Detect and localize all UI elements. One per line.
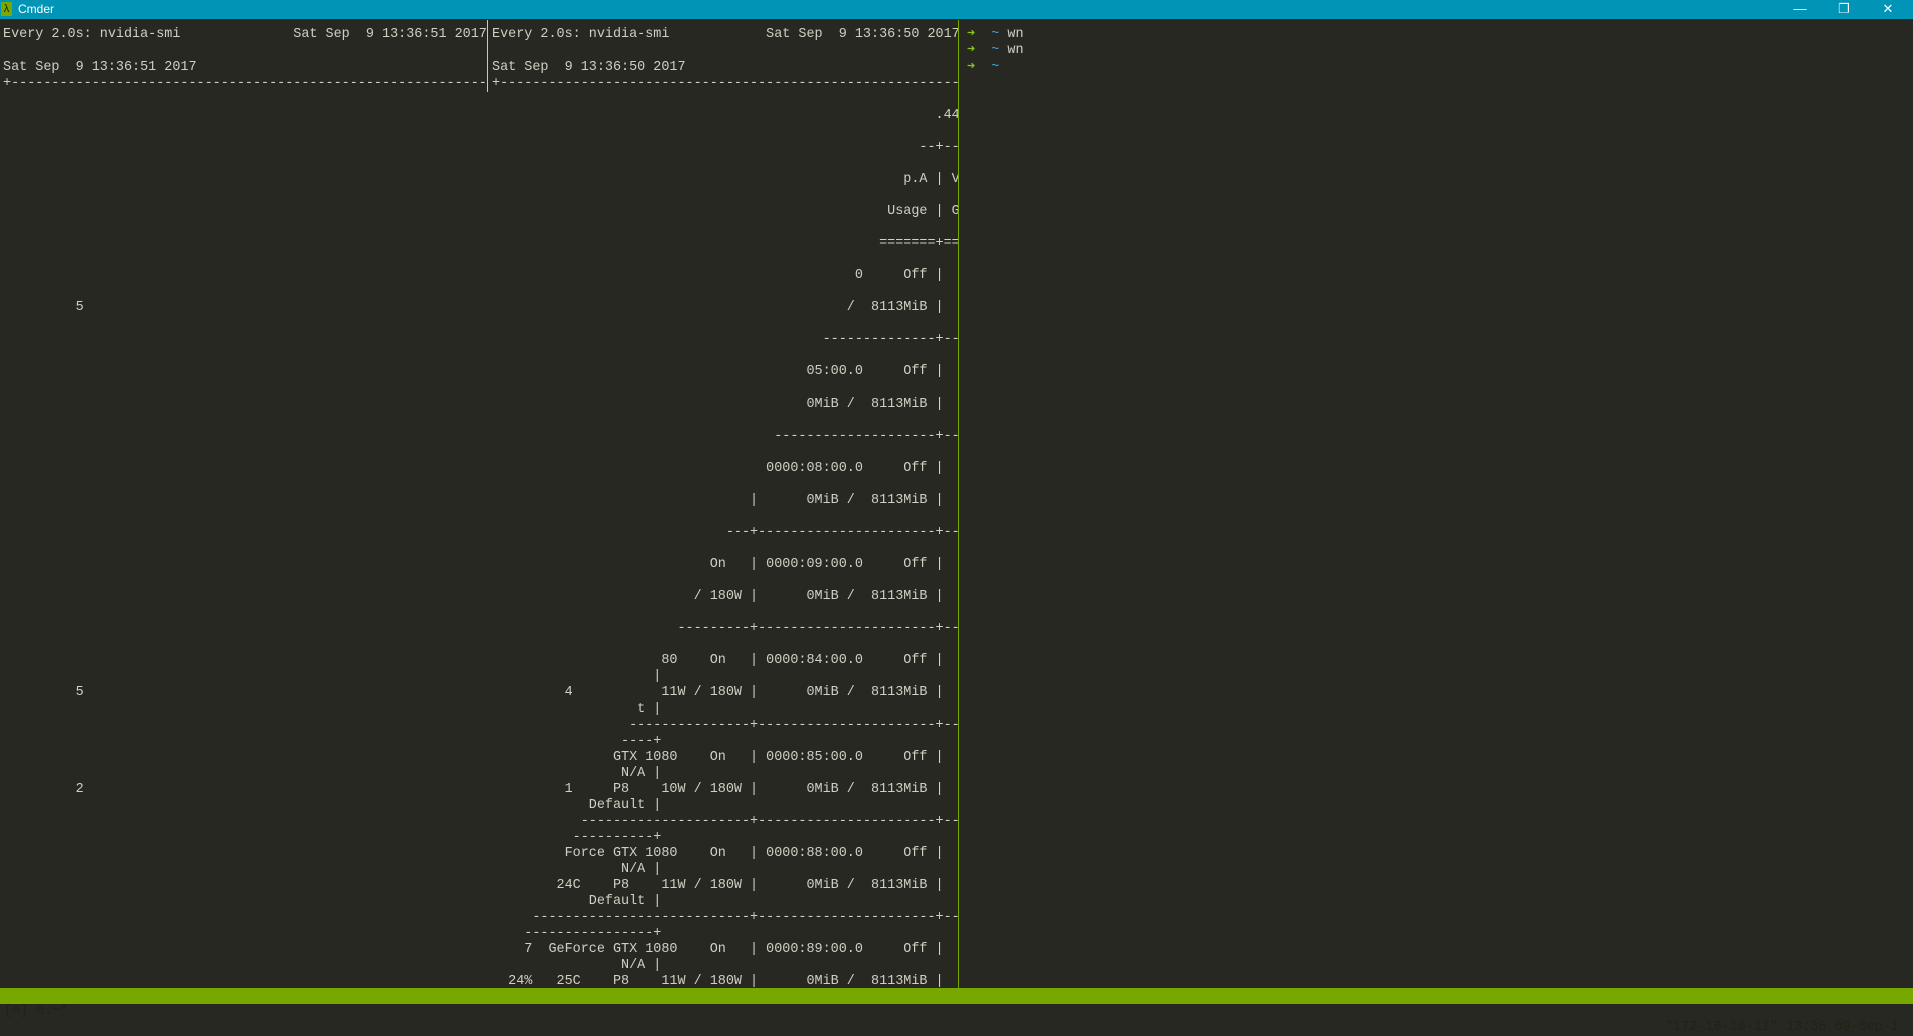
- terminal-line: 7 GeForce GTX 1080 On | 0000:89:00.0 Off…: [492, 942, 944, 958]
- middle-terminal-pane[interactable]: Every 2.0s: nvidia-smi Sat Sep 9 13:36:5…: [492, 0, 958, 988]
- terminal-line: ---+----------------------+--: [492, 524, 958, 540]
- terminal-line: Usage | G: [492, 203, 958, 219]
- terminal-line: Default |: [492, 797, 662, 813]
- terminal-line: ---------------------+------------------…: [492, 813, 958, 829]
- terminal-line: ---------+----------------------+--: [492, 621, 958, 637]
- terminal-line: =======+==: [492, 236, 958, 252]
- terminal-line: +---------------------------------------…: [3, 75, 487, 91]
- prompt-path: ~: [991, 59, 1000, 75]
- terminal-line: 1 P8 10W / 180W | 0MiB / 8113MiB |: [492, 781, 944, 797]
- terminal-line: Sat Sep 9 13:36:51 2017: [3, 59, 197, 75]
- terminal-line: N/A |: [492, 765, 662, 781]
- terminal-line: | 0MiB / 8113MiB |: [492, 492, 944, 508]
- terminal-line: ---------------+----------------------+-…: [492, 717, 958, 733]
- right-terminal-pane[interactable]: ➜ ~ wn ➜ ~ wn ➜ ~: [967, 0, 1913, 988]
- terminal-line: 0 Off |: [492, 268, 944, 284]
- terminal-line: N/A |: [492, 862, 662, 877]
- close-button[interactable]: ✕: [1882, 1, 1894, 16]
- terminal-line: On | 0000:09:00.0 Off |: [492, 557, 944, 573]
- terminal-line: Force GTX 1080 On | 0000:88:00.0 Off |: [492, 845, 944, 861]
- prompt-line: ➜ ~: [967, 60, 1007, 76]
- terminal-line: ----------+: [492, 829, 662, 845]
- terminal-line: GTX 1080 On | 0000:85:00.0 Off |: [492, 749, 944, 765]
- terminal-line: +---------------------------------------…: [492, 75, 958, 91]
- terminal-line: Every 2.0s: nvidia-smi Sat Sep 9 13:36:5…: [492, 27, 958, 43]
- prompt-command: wn: [1007, 43, 1024, 59]
- terminal-line: 4 11W / 180W | 0MiB / 8113MiB |: [492, 685, 944, 701]
- prompt-arrow-icon: ➜: [967, 27, 976, 43]
- tmux-status-bar: [0] 0:~* "172-16-10-11" 13:36 09-Sep-1: [0, 988, 1913, 1035]
- terminal-line: Sat Sep 9 13:36:50 2017: [492, 59, 686, 75]
- terminal-line: 5: [3, 300, 84, 316]
- terminal-line: 24% 25C P8 11W / 180W | 0MiB / 8113MiB |: [492, 974, 944, 988]
- status-window-list[interactable]: [0] 0:~*: [4, 1004, 69, 1019]
- terminal-line: Every 2.0s: nvidia-smi Sat Sep 9 13:36:5…: [3, 27, 487, 43]
- terminal-line: ----+: [492, 733, 662, 749]
- status-host-time: "172-16-10-11" 13:36 09-Sep-1: [1665, 1020, 1899, 1035]
- prompt-arrow-icon: ➜: [967, 43, 976, 59]
- window-title: Cmder: [18, 2, 55, 16]
- prompt-path: ~: [991, 27, 1000, 43]
- terminal-line: p.A | V: [492, 171, 958, 187]
- terminal-line: 80 On | 0000:84:00.0 Off |: [492, 653, 944, 669]
- terminal-line: / 180W | 0MiB / 8113MiB |: [492, 589, 944, 605]
- terminal-line: N/A |: [492, 958, 662, 974]
- title-bar: λ Cmder — ❐ ✕: [0, 0, 1913, 19]
- prompt-command: wn: [1007, 27, 1024, 43]
- terminal-line: 0000:08:00.0 Off |: [492, 460, 944, 476]
- terminal-line: ---------------------------+------------…: [492, 910, 958, 926]
- terminal-line: |: [492, 669, 662, 685]
- terminal-line: 5: [3, 685, 84, 701]
- terminal-line: --------------+--: [492, 332, 958, 348]
- terminal-line: 24C P8 11W / 180W | 0MiB / 8113MiB |: [492, 878, 944, 894]
- terminal-line: 05:00.0 Off |: [492, 364, 944, 380]
- terminal-line: Default |: [492, 894, 662, 910]
- terminal-line: / 8113MiB |: [492, 300, 944, 316]
- pane-divider-right[interactable]: [958, 20, 959, 988]
- pane-divider-left[interactable]: [487, 20, 488, 92]
- terminal-line: 2: [3, 781, 84, 797]
- left-terminal-pane[interactable]: Every 2.0s: nvidia-smi Sat Sep 9 13:36:5…: [3, 0, 487, 988]
- lambda-icon[interactable]: λ: [1, 2, 12, 16]
- prompt-line: ➜ ~ wn: [967, 43, 1024, 59]
- terminal-line: .44: [492, 107, 959, 123]
- terminal-line: --+--: [492, 139, 958, 155]
- minimize-button[interactable]: —: [1793, 1, 1807, 16]
- terminal-line: t |: [492, 701, 662, 717]
- terminal-line: --------------------+--: [492, 428, 958, 444]
- prompt-path: ~: [991, 43, 1000, 59]
- prompt-line: ➜ ~ wn: [967, 27, 1024, 43]
- restore-button[interactable]: ❐: [1838, 1, 1850, 16]
- terminal-line: ----------------+: [492, 926, 662, 942]
- prompt-arrow-icon: ➜: [967, 59, 976, 75]
- terminal-line: 0MiB / 8113MiB |: [492, 396, 944, 412]
